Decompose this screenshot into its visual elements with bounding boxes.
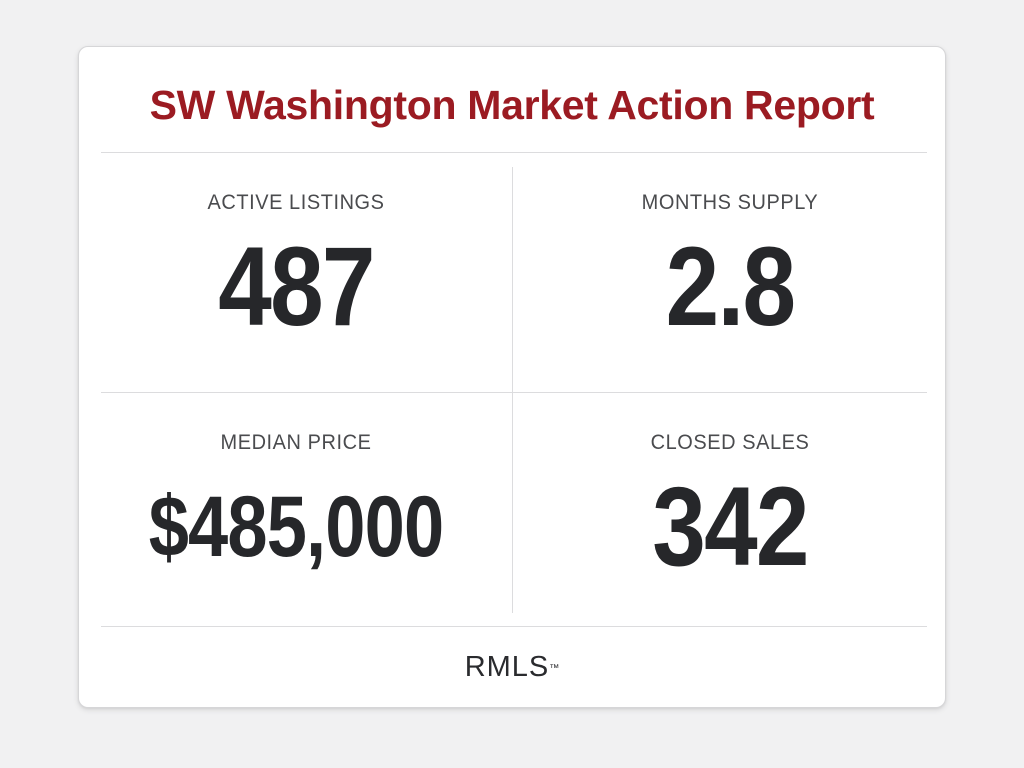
trademark-symbol: ™ <box>549 663 560 674</box>
metric-value: $485,000 <box>148 479 444 575</box>
metric-active-listings: ACTIVE LISTINGS 487 <box>79 189 513 343</box>
metric-months-supply: MONTHS SUPPLY 2.8 <box>513 189 947 343</box>
rmls-logo: RMLS™ <box>79 647 945 687</box>
metric-value: 2.8 <box>665 224 796 349</box>
metric-median-price: MEDIAN PRICE $485,000 <box>79 429 513 583</box>
metric-value: 487 <box>218 224 375 349</box>
metric-label: CLOSED SALES <box>650 431 810 454</box>
footer-divider <box>101 626 927 627</box>
report-title: SW Washington Market Action Report <box>149 82 875 128</box>
logo-text: RMLS <box>464 651 550 683</box>
metric-label: ACTIVE LISTINGS <box>207 191 385 214</box>
row-divider <box>101 392 927 393</box>
metric-label: MEDIAN PRICE <box>220 431 372 454</box>
market-report-card: SW Washington Market Action Report ACTIV… <box>78 46 946 708</box>
column-divider <box>512 167 513 613</box>
metric-label: MONTHS SUPPLY <box>641 191 819 214</box>
title-divider <box>101 152 927 153</box>
metric-closed-sales: CLOSED SALES 342 <box>513 429 947 583</box>
metric-value: 342 <box>652 464 809 589</box>
